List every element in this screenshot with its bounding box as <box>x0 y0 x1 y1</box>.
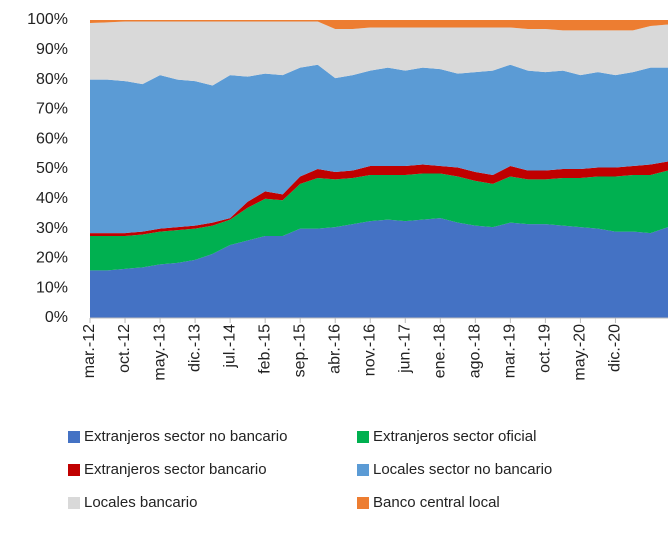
y-tick-label: 80% <box>36 71 68 88</box>
legend-swatch <box>357 497 369 509</box>
legend-label: Locales sector no bancario <box>373 461 552 478</box>
y-tick-label: 40% <box>36 190 68 207</box>
x-tick-label: oct.-19 <box>537 324 554 373</box>
legend-swatch <box>68 431 80 443</box>
legend-label: Banco central local <box>373 494 500 511</box>
x-tick-label: sep.-15 <box>291 324 308 377</box>
y-tick-label: 50% <box>36 160 68 177</box>
x-tick-label: nov.-16 <box>361 324 378 376</box>
legend-swatch <box>357 464 369 476</box>
y-tick-label: 90% <box>36 41 68 58</box>
x-tick-label: abr.-16 <box>326 324 343 374</box>
x-tick-label: mar.-12 <box>81 324 98 378</box>
x-tick-label: may.-13 <box>151 324 168 381</box>
area <box>90 161 668 237</box>
x-tick-label: feb.-15 <box>256 324 273 374</box>
y-tick-label: 0% <box>45 309 68 326</box>
y-tick-label: 60% <box>36 130 68 147</box>
x-tick-label: jun.-17 <box>396 324 413 374</box>
x-tick-label: dic.-20 <box>607 324 624 372</box>
y-tick-label: 10% <box>36 279 68 296</box>
legend-label: Extranjeros sector oficial <box>373 428 536 445</box>
legend-label: Extranjeros sector no bancario <box>84 428 287 445</box>
legend-label: Extranjeros sector bancario <box>84 461 267 478</box>
x-tick-label: ene.-18 <box>432 324 449 378</box>
area <box>90 20 668 31</box>
legend-label: Locales bancario <box>84 494 197 511</box>
x-tick-label: ago.-18 <box>467 324 484 378</box>
area <box>90 170 668 271</box>
x-tick-label: dic.-13 <box>186 324 203 372</box>
y-tick-label: 30% <box>36 220 68 237</box>
y-tick-label: 20% <box>36 250 68 267</box>
area <box>90 64 668 234</box>
legend-swatch <box>68 497 80 509</box>
legend-swatch <box>357 431 369 443</box>
x-tick-label: oct.-12 <box>116 324 133 373</box>
area <box>90 21 668 86</box>
x-tick-label: mar.-19 <box>502 324 519 378</box>
legend-swatch <box>68 464 80 476</box>
y-tick-label: 100% <box>27 11 68 28</box>
x-tick-label: jul.-14 <box>221 324 238 369</box>
area <box>90 218 668 318</box>
x-tick-label: may.-20 <box>572 324 589 381</box>
y-tick-label: 70% <box>36 101 68 118</box>
